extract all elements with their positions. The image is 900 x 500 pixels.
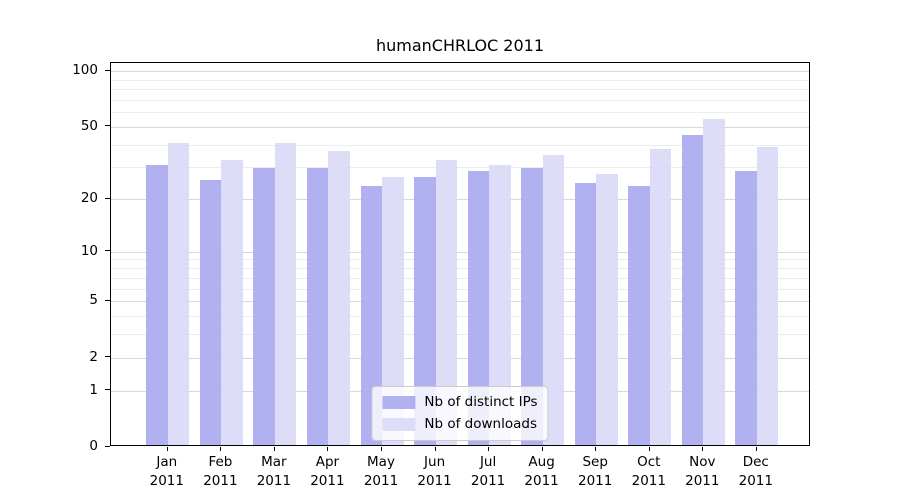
x-tick-label-jan: Jan 2011 bbox=[149, 454, 184, 489]
bar-nov-downloads bbox=[703, 118, 725, 445]
bar-jan-distinct-ips bbox=[146, 165, 168, 445]
y-tick-10 bbox=[105, 250, 110, 252]
bar-feb-downloads bbox=[221, 160, 243, 445]
minor-gridline-6 bbox=[111, 288, 809, 290]
legend-swatch-distinct-ips bbox=[382, 396, 416, 409]
x-tick-apr bbox=[327, 447, 329, 451]
legend-item-downloads: Nb of downloads bbox=[382, 417, 537, 432]
x-tick-nov bbox=[702, 447, 704, 451]
x-tick-label-dec: Dec 2011 bbox=[738, 454, 773, 489]
x-tick-label-sep: Sep 2011 bbox=[578, 454, 613, 489]
x-tick-oct bbox=[648, 447, 650, 451]
legend-item-distinct-ips: Nb of distinct IPs bbox=[382, 394, 538, 410]
y-tick-label-5: 5 bbox=[89, 292, 98, 308]
bar-may-distinct-ips bbox=[360, 186, 382, 445]
legend-swatch-downloads bbox=[382, 418, 416, 431]
x-tick-label-feb: Feb 2011 bbox=[203, 454, 238, 489]
x-tick-label-nov: Nov 2011 bbox=[685, 454, 720, 489]
y-tick-label-0: 0 bbox=[89, 438, 98, 454]
minor-gridline-3 bbox=[111, 334, 809, 336]
x-tick-label-jun: Jun 2011 bbox=[417, 454, 452, 489]
bar-aug-distinct-ips bbox=[521, 167, 543, 445]
bar-sep-distinct-ips bbox=[574, 182, 597, 445]
plot-area: Nb of distinct IPs Nb of downloads bbox=[110, 62, 810, 446]
major-gridline-2 bbox=[111, 357, 809, 359]
major-gridline-50 bbox=[111, 126, 809, 128]
bar-oct-downloads bbox=[649, 148, 672, 445]
legend-label-distinct-ips: Nb of distinct IPs bbox=[424, 394, 538, 410]
bar-apr-downloads bbox=[328, 150, 350, 445]
x-tick-label-jul: Jul 2011 bbox=[470, 454, 506, 489]
chart-title: humanCHRLOC 2011 bbox=[375, 36, 545, 55]
bar-jul-downloads bbox=[489, 165, 511, 445]
bar-apr-distinct-ips bbox=[306, 167, 329, 445]
minor-gridline-70 bbox=[111, 99, 809, 101]
bar-mar-distinct-ips bbox=[253, 167, 275, 445]
major-gridline-100 bbox=[111, 71, 809, 72]
minor-gridline-8 bbox=[111, 268, 809, 269]
x-tick-dec bbox=[755, 447, 757, 451]
minor-gridline-40 bbox=[111, 144, 809, 146]
y-tick-20 bbox=[105, 197, 110, 199]
minor-gridline-9 bbox=[111, 259, 809, 261]
x-tick-mar bbox=[273, 447, 275, 451]
bar-jun-downloads bbox=[435, 160, 458, 445]
legend: Nb of distinct IPs Nb of downloads bbox=[371, 386, 549, 441]
y-tick-label-1: 1 bbox=[89, 381, 98, 398]
bar-jan-downloads bbox=[167, 142, 190, 445]
bar-dec-distinct-ips bbox=[735, 170, 757, 445]
y-tick-label-10: 10 bbox=[80, 242, 98, 259]
x-tick-sep bbox=[595, 447, 597, 451]
bar-mar-downloads bbox=[274, 142, 297, 445]
minor-gridline-4 bbox=[111, 315, 809, 317]
bar-nov-distinct-ips bbox=[681, 134, 704, 445]
y-tick-1 bbox=[105, 389, 110, 390]
y-tick-100 bbox=[105, 69, 110, 71]
x-tick-may bbox=[381, 447, 382, 451]
y-tick-label-100: 100 bbox=[72, 62, 98, 78]
y-tick-label-2: 2 bbox=[89, 348, 98, 365]
x-tick-label-mar: Mar 2011 bbox=[256, 454, 292, 489]
minor-gridline-30 bbox=[111, 167, 809, 169]
bar-jul-distinct-ips bbox=[467, 170, 490, 445]
major-gridline-10 bbox=[111, 251, 809, 253]
legend-label-downloads: Nb of downloads bbox=[424, 416, 537, 432]
y-tick-0 bbox=[105, 445, 110, 447]
bar-oct-distinct-ips bbox=[628, 186, 650, 445]
bar-sep-downloads bbox=[596, 173, 618, 445]
x-tick-label-oct: Oct 2011 bbox=[631, 454, 666, 489]
minor-gridline-90 bbox=[111, 79, 809, 81]
x-tick-label-may: May 2011 bbox=[363, 454, 399, 489]
x-tick-label-aug: Aug 2011 bbox=[524, 454, 559, 489]
minor-gridline-60 bbox=[111, 112, 809, 114]
y-tick-2 bbox=[105, 356, 110, 357]
x-tick-label-apr: Apr 2011 bbox=[310, 454, 345, 489]
y-tick-5 bbox=[105, 299, 110, 301]
bar-jun-distinct-ips bbox=[414, 176, 436, 445]
minor-gridline-7 bbox=[111, 277, 809, 279]
bar-feb-distinct-ips bbox=[199, 179, 222, 445]
major-gridline-5 bbox=[111, 301, 809, 302]
major-gridline-20 bbox=[111, 199, 809, 200]
x-tick-jun bbox=[434, 447, 436, 451]
bar-may-downloads bbox=[382, 176, 404, 445]
y-tick-label-20: 20 bbox=[80, 190, 98, 206]
x-tick-jan bbox=[166, 447, 168, 451]
bar-aug-downloads bbox=[542, 155, 565, 445]
y-tick-50 bbox=[105, 125, 110, 127]
x-tick-feb bbox=[220, 447, 222, 451]
y-tick-label-50: 50 bbox=[80, 117, 98, 134]
x-tick-jul bbox=[488, 447, 490, 451]
x-tick-aug bbox=[541, 447, 543, 451]
minor-gridline-80 bbox=[111, 89, 809, 90]
bar-dec-downloads bbox=[756, 146, 779, 445]
